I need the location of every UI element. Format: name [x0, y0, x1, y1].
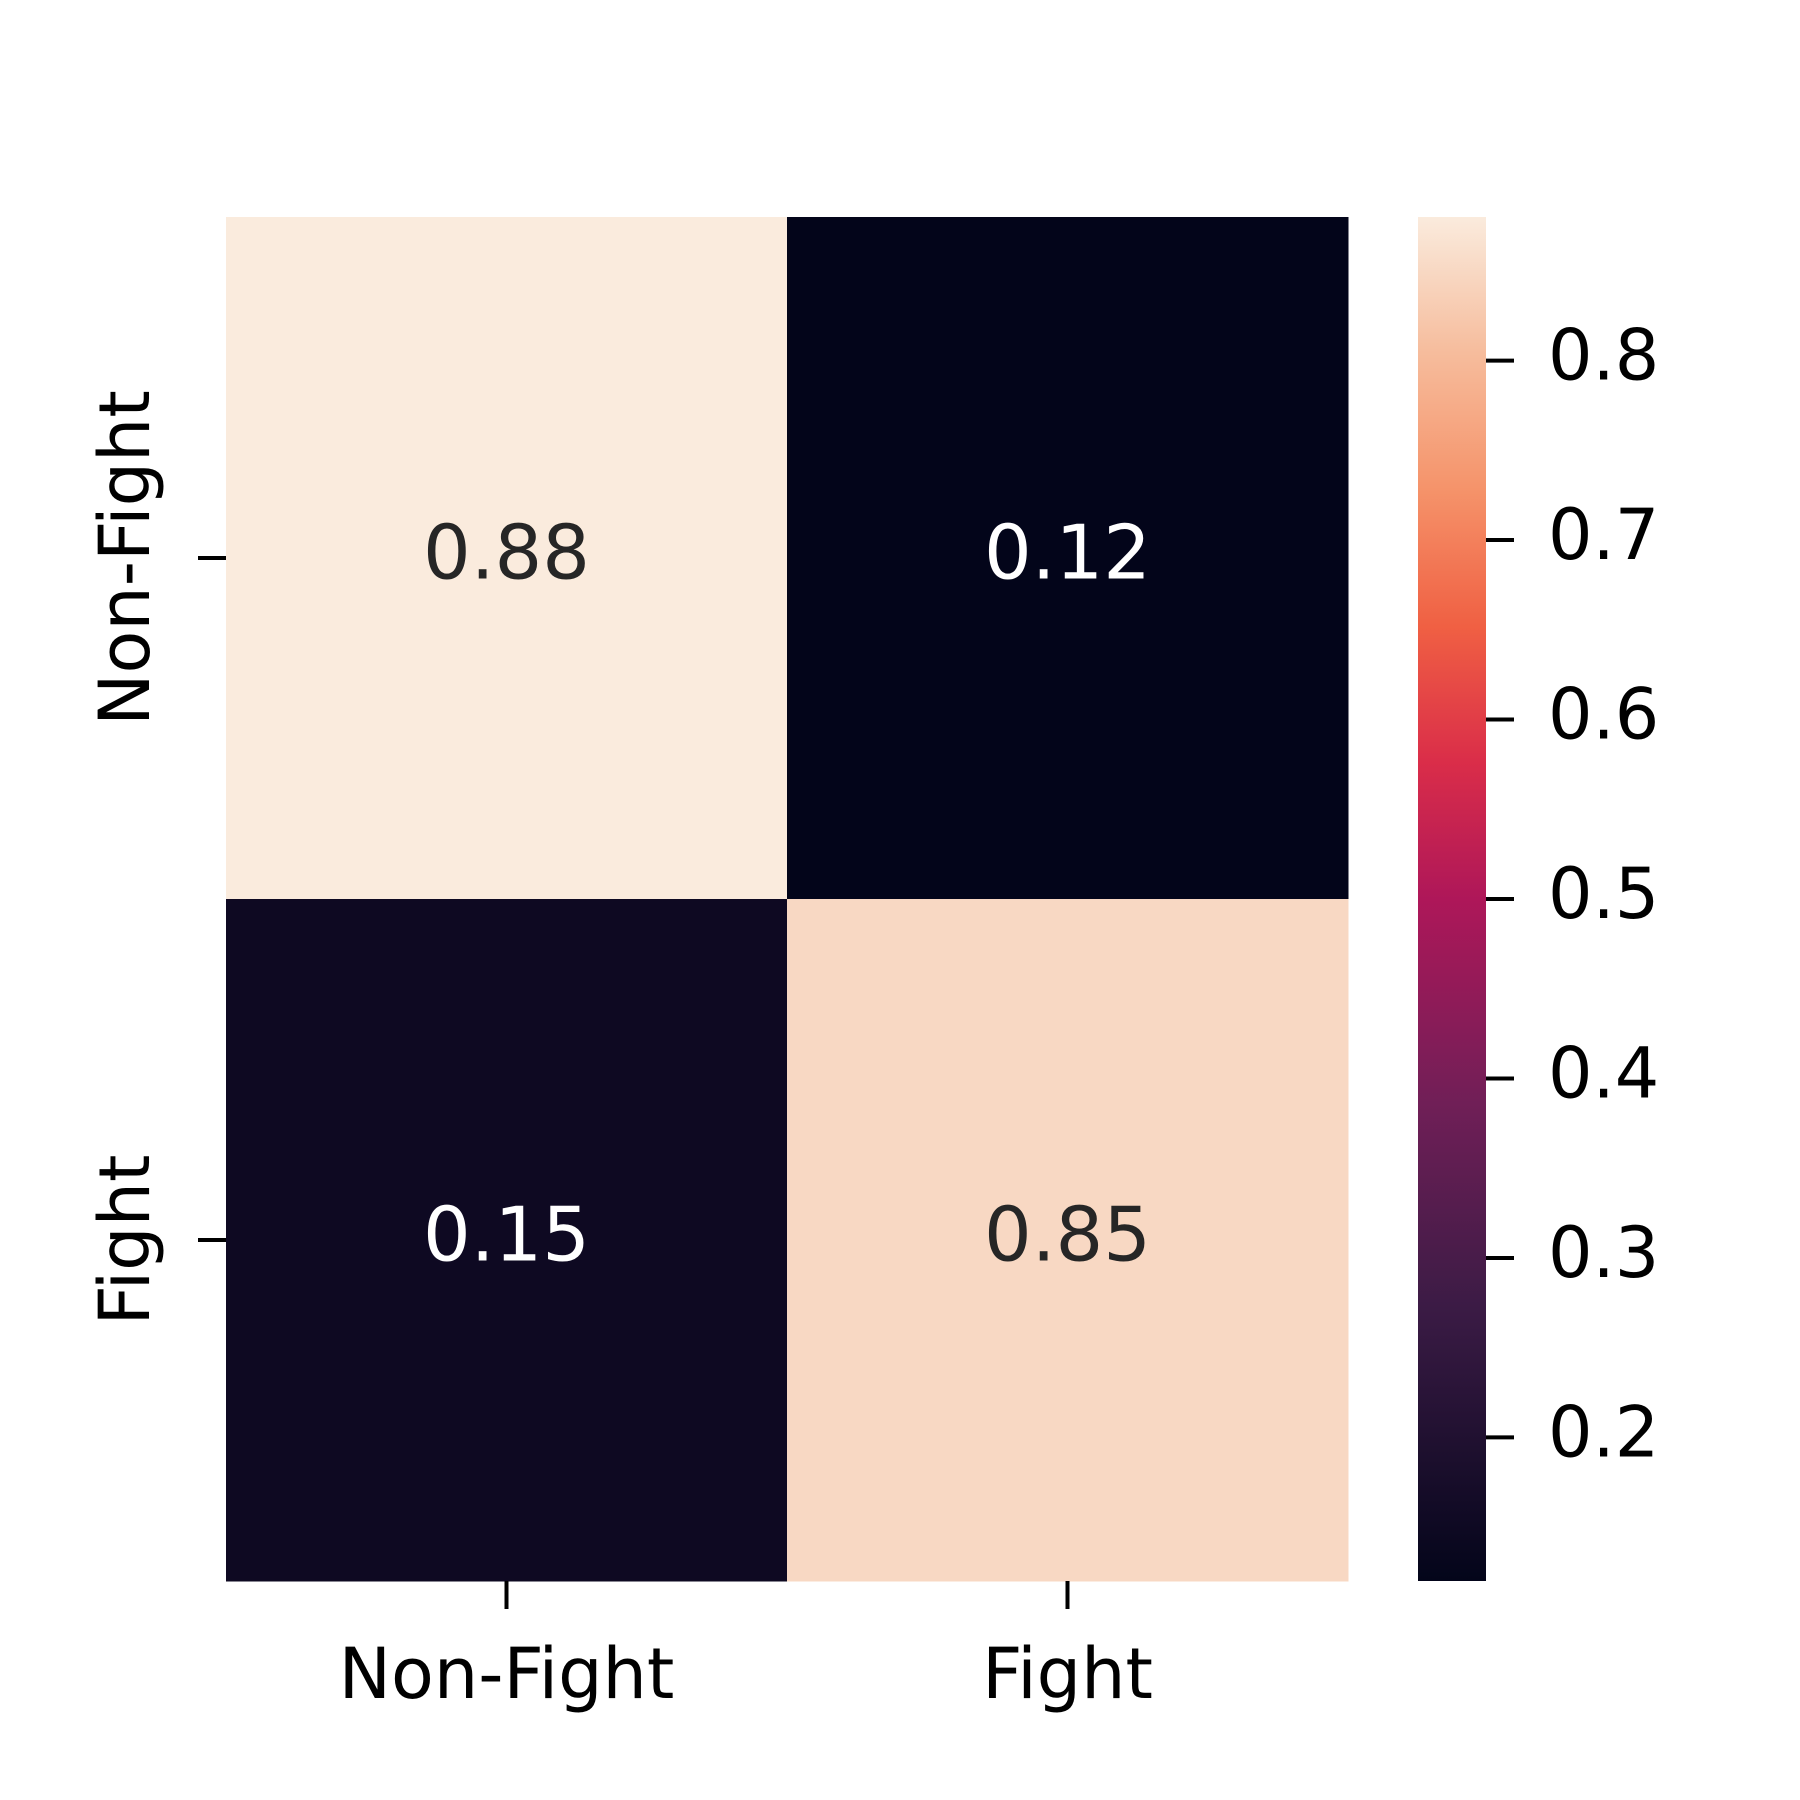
cell-label: 0.12: [984, 509, 1151, 597]
heatmap-cell: [787, 899, 1349, 1582]
colorbar-tick-label: 0.4: [1548, 1033, 1659, 1115]
colorbar-tick-label: 0.2: [1548, 1391, 1659, 1473]
heatmap-cell: [226, 217, 788, 900]
colorbar-tick-label: 0.3: [1548, 1212, 1659, 1294]
colorbar-tick-label: 0.5: [1548, 853, 1659, 935]
y-tick-label: Non-Fight: [84, 390, 166, 726]
y-tick-label: Fight: [84, 1155, 166, 1326]
cell-label: 0.15: [423, 1191, 590, 1279]
cell-label: 0.85: [984, 1191, 1151, 1279]
colorbar-tick-label: 0.6: [1548, 674, 1659, 756]
x-tick-label: Non-Fight: [339, 1633, 675, 1715]
colorbar-tick-label: 0.7: [1548, 494, 1659, 576]
cell-label: 0.88: [423, 509, 590, 597]
colorbar: [1418, 217, 1486, 1581]
heatmap-cell: [787, 217, 1349, 900]
x-tick-label: Fight: [982, 1633, 1153, 1715]
colorbar-tick-label: 0.8: [1548, 315, 1659, 397]
heatmap-cell: [226, 899, 788, 1582]
